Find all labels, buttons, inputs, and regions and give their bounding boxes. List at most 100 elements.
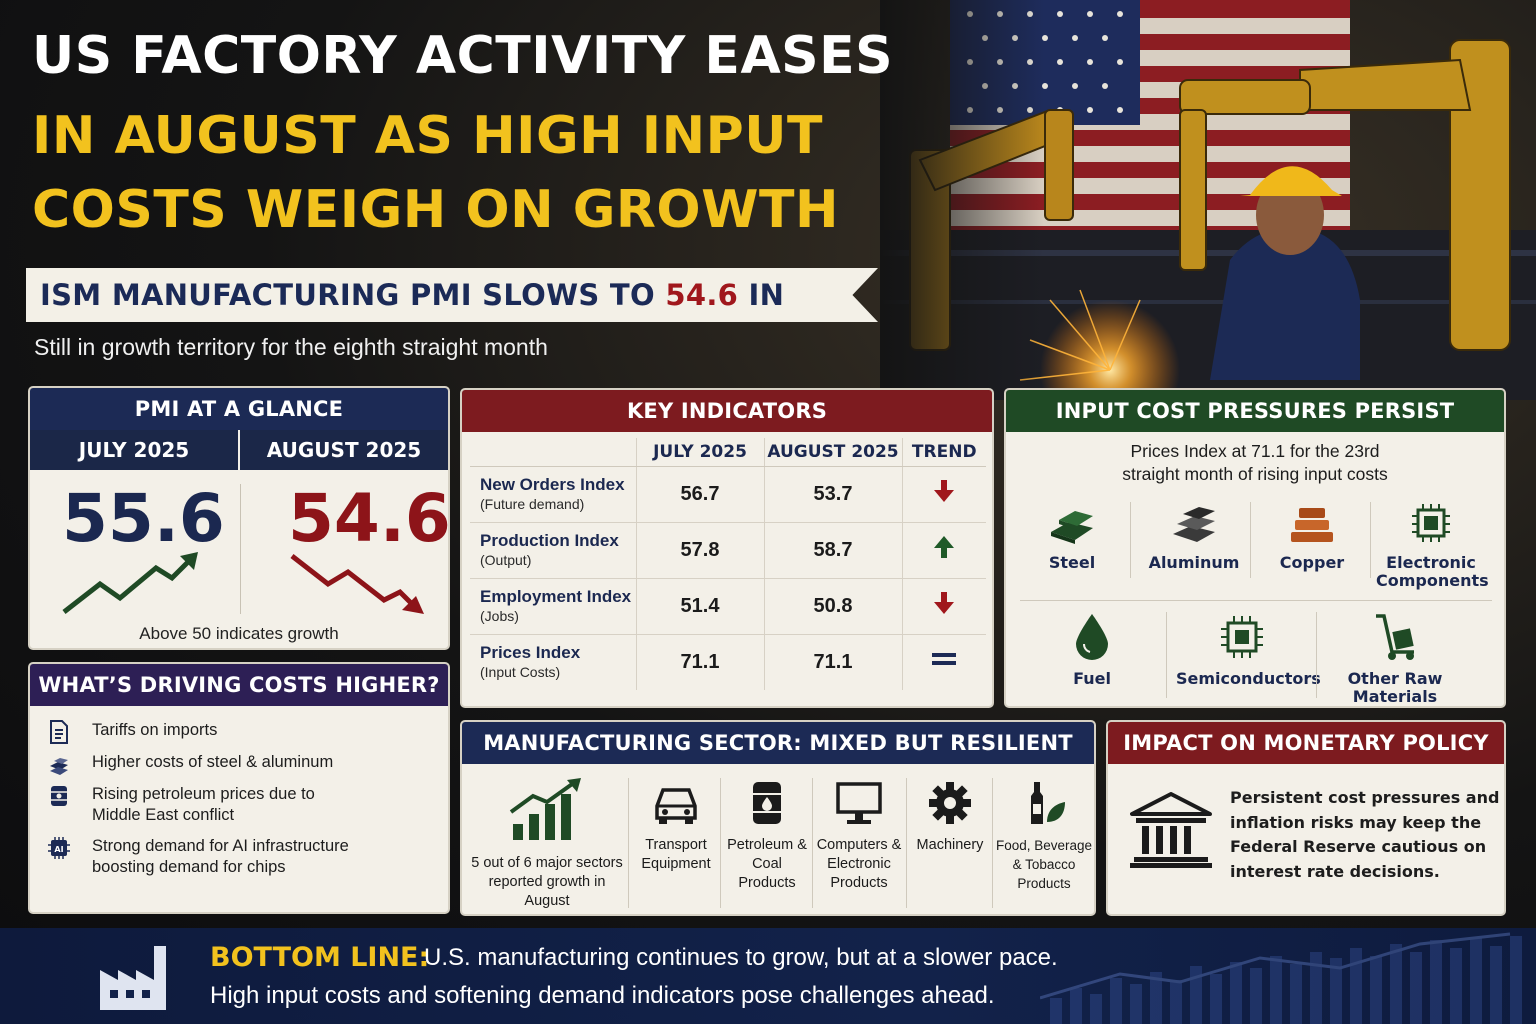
cost-item-label: Fuel bbox=[1073, 669, 1111, 688]
august-pmi-value: 54.6 bbox=[288, 480, 450, 557]
sector-label: Food, Beverage & Tobacco Products bbox=[995, 838, 1093, 891]
whats-driving-costs-card: WHAT’S DRIVING COSTS HIGHER? Tariffs on … bbox=[28, 662, 450, 914]
cost-item-aluminum: Aluminum bbox=[1146, 502, 1242, 572]
cost-item-semiconductors: Semiconductors bbox=[1176, 612, 1321, 688]
divider bbox=[992, 778, 993, 908]
factory-icon bbox=[100, 946, 166, 1010]
sector-label: Computers & Electronic Products bbox=[816, 837, 902, 891]
divider bbox=[1370, 502, 1371, 578]
sector-label: Machinery bbox=[916, 837, 984, 853]
list-item-text: Rising petroleum prices due to Middle Ea… bbox=[92, 785, 315, 824]
table-header: JULY 2025 bbox=[635, 438, 764, 467]
bottom-line-text-2: High input costs and softening demand in… bbox=[210, 982, 995, 1009]
row-label-sub: (Future demand) bbox=[480, 496, 585, 512]
aluminum-icon bbox=[1173, 507, 1215, 542]
key-indicators-table: JULY 2025 AUGUST 2025 TREND New Orders I… bbox=[470, 438, 986, 690]
divider bbox=[1130, 502, 1131, 578]
prices-index-description: Prices Index at 71.1 for the 23rd straig… bbox=[1006, 440, 1504, 486]
steel-icon bbox=[1051, 511, 1093, 544]
cost-item-label: Steel bbox=[1048, 553, 1096, 572]
pmi-at-a-glance-card: PMI AT A GLANCE JULY 2025 AUGUST 2025 55… bbox=[28, 386, 450, 650]
cost-item-other-raw-materials: Other Raw Materials bbox=[1336, 612, 1454, 706]
row-label-main: Prices Index bbox=[480, 643, 581, 663]
row-label-sub: (Jobs) bbox=[480, 608, 519, 624]
card-title: WHAT’S DRIVING COSTS HIGHER? bbox=[30, 664, 448, 706]
policy-text: Persistent cost pressures and inflation … bbox=[1230, 788, 1500, 881]
sector-summary-text: 5 out of 6 major sectors reported growth… bbox=[471, 855, 623, 909]
july-value: 56.7 bbox=[635, 466, 764, 523]
row-label-sub: (Input Costs) bbox=[480, 664, 561, 681]
table-row: New Orders Index (Future demand) 56.7 53.… bbox=[470, 466, 986, 523]
july-value: 71.1 bbox=[635, 634, 764, 690]
sector-food-beverage: Food, Beverage & Tobacco Products bbox=[992, 780, 1094, 893]
row-label-main: Employment Index bbox=[480, 587, 632, 606]
row-label-main: New Orders Index bbox=[480, 475, 625, 494]
list-item-text: Tariffs on imports bbox=[92, 721, 218, 739]
equals-icon bbox=[932, 653, 957, 666]
card-title: IMPACT ON MONETARY POLICY bbox=[1108, 722, 1504, 764]
ai-chip-label: AI bbox=[54, 845, 63, 854]
copper-icon bbox=[1291, 508, 1333, 542]
cost-item-label: Copper bbox=[1279, 553, 1345, 572]
card-title: INPUT COST PRESSURES PERSIST bbox=[1006, 390, 1504, 432]
bank-building-icon bbox=[1130, 792, 1212, 868]
cost-item-label: Aluminum bbox=[1148, 553, 1240, 572]
cost-item-copper: Copper bbox=[1266, 502, 1358, 572]
oil-barrel-icon bbox=[51, 786, 67, 806]
bottle-leaf-icon bbox=[1031, 782, 1065, 824]
key-indicators-card: KEY INDICATORS JULY 2025 AUGUST 2025 TRE… bbox=[460, 388, 994, 708]
description-line-1: Prices Index at 71.1 for the 23rd bbox=[1130, 441, 1380, 461]
background-growth-chart-icon bbox=[1040, 932, 1522, 1024]
row-label: Production Index (Output) bbox=[470, 522, 636, 579]
divider bbox=[812, 778, 813, 908]
arrow-down-icon bbox=[934, 592, 955, 614]
august-value: 53.7 bbox=[763, 466, 902, 523]
arrow-down-icon bbox=[934, 480, 955, 502]
table-header: AUGUST 2025 bbox=[763, 438, 902, 467]
july-pmi-value: 55.6 bbox=[62, 480, 225, 557]
ai-chip-icon: AI bbox=[48, 837, 70, 859]
gear-icon bbox=[929, 782, 971, 824]
trend-cell bbox=[901, 466, 986, 523]
hand-truck-icon bbox=[1376, 614, 1414, 660]
cost-item-electronic-components: Electronic Components bbox=[1376, 502, 1489, 590]
electronic-components-icon bbox=[1412, 504, 1450, 542]
subheadline-value: 54.6 bbox=[665, 278, 739, 312]
bottom-line-label: BOTTOM LINE: bbox=[210, 942, 430, 973]
input-cost-pressures-card: INPUT COST PRESSURES PERSIST Prices Inde… bbox=[1004, 388, 1506, 708]
table-header: TREND bbox=[901, 438, 986, 467]
divider bbox=[906, 778, 907, 908]
row-label: Employment Index (Jobs) bbox=[470, 578, 636, 635]
metal-bars-icon bbox=[50, 758, 68, 775]
monitor-icon bbox=[836, 782, 882, 824]
sector-transport-equipment: Transport Equipment bbox=[632, 780, 720, 874]
divider bbox=[1316, 612, 1317, 698]
description-line-2: straight month of rising input costs bbox=[1122, 464, 1388, 484]
cost-item-label: Other Raw Materials bbox=[1347, 669, 1443, 706]
table-row: Production Index (Output) 57.8 58.7 bbox=[470, 522, 986, 579]
list-item-text: Strong demand for AI infrastructure boos… bbox=[92, 837, 349, 876]
sector-summary: 5 out of 6 major sectors reported growth… bbox=[466, 776, 628, 911]
bottom-line-banner: BOTTOM LINE: U.S. manufacturing continue… bbox=[0, 928, 1536, 1024]
august-column-header: AUGUST 2025 bbox=[238, 430, 448, 470]
manufacturing-sector-card: MANUFACTURING SECTOR: MIXED BUT RESILIEN… bbox=[460, 720, 1096, 916]
trend-up-arrow-icon bbox=[62, 552, 198, 614]
table-row: Prices Index (Input Costs) 71.1 71.1 bbox=[470, 634, 986, 690]
semiconductor-icon bbox=[1221, 616, 1263, 658]
sector-machinery: Machinery bbox=[908, 780, 992, 855]
row-label: New Orders Index (Future demand) bbox=[470, 466, 636, 523]
cost-item-label: Semiconductors bbox=[1176, 669, 1321, 688]
divider bbox=[240, 484, 241, 614]
sector-label: Petroleum & Coal Products bbox=[727, 837, 807, 891]
trend-down-arrow-icon bbox=[290, 554, 424, 614]
monetary-policy-card: IMPACT ON MONETARY POLICY Persistent cos… bbox=[1106, 720, 1506, 916]
cost-item-fuel: Fuel bbox=[1064, 612, 1120, 688]
sector-computers-electronics: Computers & Electronic Products bbox=[814, 780, 904, 893]
hero-factory-image bbox=[880, 0, 1536, 400]
growth-bars-icon bbox=[509, 778, 581, 840]
august-value: 71.1 bbox=[763, 634, 902, 690]
cost-item-steel: Steel bbox=[1034, 502, 1110, 572]
subheadline-banner: ISM MANUFACTURING PMI SLOWS TO 54.6 IN A… bbox=[26, 268, 878, 322]
headline-line-3: COSTS WEIGH ON GROWTH bbox=[32, 180, 839, 240]
sector-label: Transport Equipment bbox=[641, 837, 711, 872]
